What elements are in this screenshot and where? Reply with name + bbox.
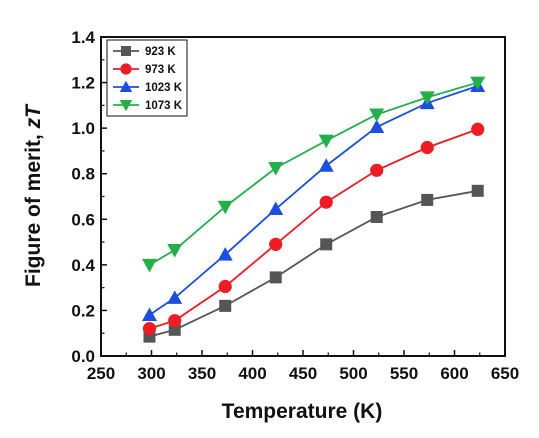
x-tick-label: 500: [339, 364, 367, 383]
data-point: [142, 322, 157, 336]
x-tick-label: 350: [188, 364, 216, 383]
x-axis: 250 300 350 400 450 500 550 600 650: [87, 350, 519, 383]
data-point: [419, 91, 435, 105]
legend-marker: [119, 100, 133, 112]
y-tick-label: 0.4: [71, 256, 95, 275]
series-line: [149, 189, 478, 338]
y-tick-label: 0.2: [71, 301, 95, 320]
series-2: [141, 78, 486, 321]
data-point: [141, 307, 157, 321]
data-point: [269, 237, 283, 251]
data-point: [318, 134, 334, 149]
y-tick-label: 1.4: [71, 28, 95, 47]
y-tick-label: 0.6: [71, 210, 95, 229]
series-1: [142, 122, 485, 336]
y-axis-title: Figure of merit, zT: [22, 103, 45, 287]
legend-label: 973 K: [145, 64, 176, 76]
y-tick-label: 1.0: [71, 119, 95, 138]
legend-item: 973 K: [113, 63, 176, 76]
data-point: [168, 323, 181, 336]
legend-marker: [121, 46, 131, 56]
legend-label: 1073 K: [145, 100, 183, 112]
series-line: [149, 81, 478, 266]
y-axis: 0.0 0.2 0.4 0.6 0.8 1.0 1.2 1.4: [71, 28, 107, 366]
legend-item: 1023 K: [113, 80, 183, 94]
data-point: [167, 290, 183, 304]
series-line: [149, 128, 479, 330]
data-point: [471, 122, 485, 136]
data-point: [319, 195, 333, 209]
data-point: [420, 140, 434, 155]
x-tick-label: 250: [87, 364, 115, 383]
data-point: [217, 200, 233, 215]
series-line: [148, 85, 479, 316]
data-point: [268, 162, 284, 176]
legend-item: 923 K: [113, 46, 176, 58]
data-point: [269, 271, 282, 284]
legend-label: 923 K: [145, 46, 176, 58]
data-point: [470, 76, 486, 91]
x-tick-label: 300: [137, 364, 165, 383]
data-point: [217, 247, 233, 261]
y-axis-title-prefix: Figure of merit,: [22, 128, 45, 287]
legend-item: 1073 K: [113, 100, 183, 112]
series-0: [143, 184, 484, 343]
data-point: [268, 201, 284, 216]
data-point: [218, 279, 232, 294]
data-point: [141, 258, 157, 273]
data-point: [219, 299, 232, 312]
legend-marker: [120, 63, 132, 75]
legend-label: 1023 K: [145, 82, 183, 94]
y-axis-title-italic: zT: [22, 103, 45, 130]
x-tick-label: 450: [289, 364, 317, 383]
x-tick-label: 650: [491, 364, 519, 383]
data-point: [320, 238, 333, 251]
legend: 923 K 973 K 1023 K 1073 K: [106, 39, 188, 117]
data-point: [168, 314, 182, 328]
legend-box: [106, 39, 188, 117]
data-point: [318, 158, 334, 172]
series-3: [141, 76, 486, 273]
x-axis-title: Temperature (K): [222, 400, 383, 423]
data-point: [369, 108, 385, 122]
y-tick-label: 0.0: [71, 347, 95, 366]
data-point: [370, 163, 384, 177]
y-tick-label: 1.2: [71, 74, 95, 93]
data-point: [421, 193, 434, 206]
data-point: [370, 211, 383, 224]
x-tick-label: 550: [390, 364, 418, 383]
data-point: [471, 184, 484, 197]
data-point: [369, 119, 385, 134]
series-layer: [141, 76, 486, 343]
x-tick-label: 400: [238, 364, 266, 383]
x-tick-label: 600: [440, 364, 468, 383]
legend-marker: [119, 80, 133, 92]
data-point: [167, 244, 183, 258]
y-tick-label: 0.8: [71, 165, 95, 184]
